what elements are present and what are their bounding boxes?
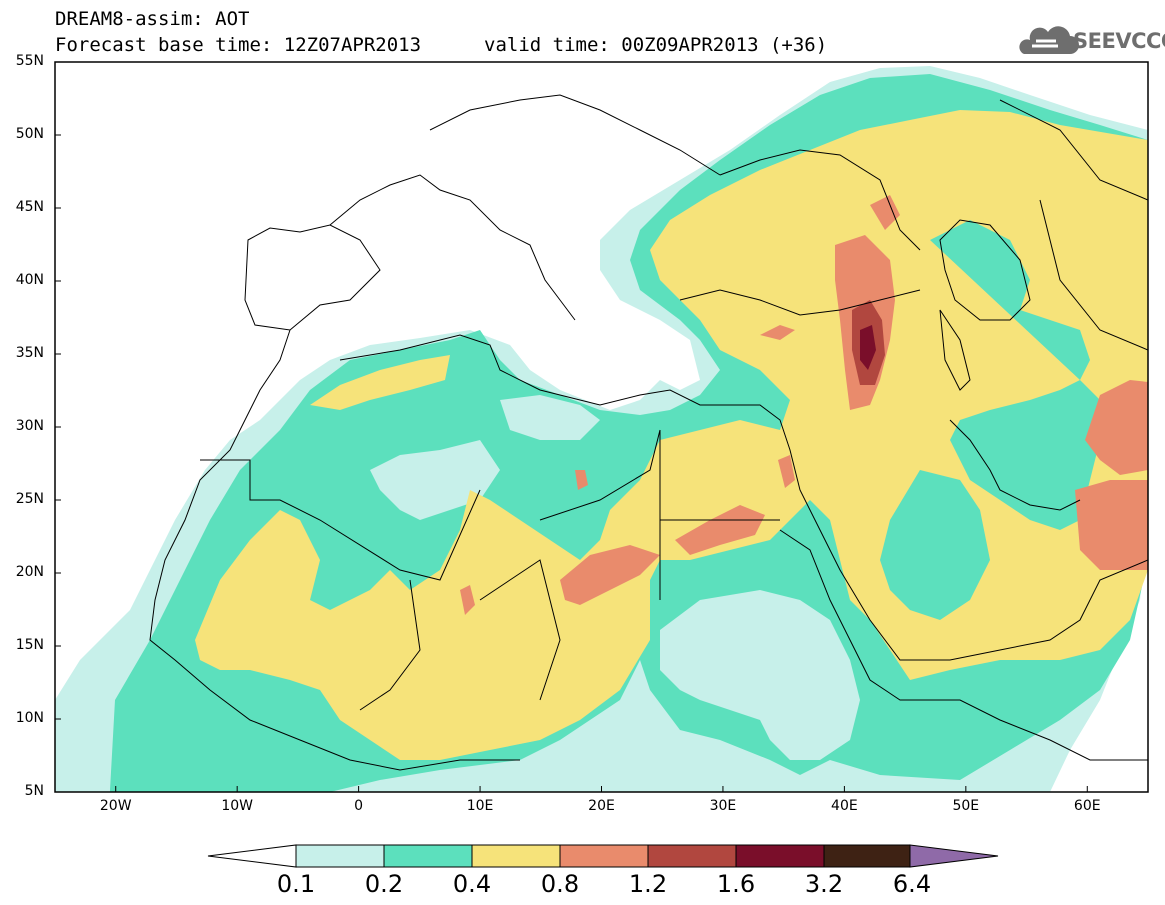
lon-label: 40E xyxy=(831,798,858,814)
colorbar-label: 0.1 xyxy=(276,870,316,898)
lon-label: 20E xyxy=(588,798,615,814)
contour-1.6 xyxy=(860,325,876,370)
colorbar xyxy=(207,844,999,868)
lon-label: 30E xyxy=(709,798,737,814)
map-title: DREAM8-assim: AOT xyxy=(55,8,250,30)
lat-label: 5N xyxy=(24,783,44,799)
lat-label: 50N xyxy=(15,126,44,142)
colorbar-label: 6.4 xyxy=(892,870,932,898)
lon-label: 10W xyxy=(221,798,253,814)
lon-label: 50E xyxy=(952,798,980,814)
lat-label: 15N xyxy=(15,637,44,653)
lat-label: 55N xyxy=(15,53,44,69)
colorbar-label: 0.2 xyxy=(364,870,404,898)
aot-contours xyxy=(55,62,1148,792)
lon-label: 60E xyxy=(1073,798,1101,814)
colorbar-label: 1.6 xyxy=(716,870,756,898)
lon-label: 10E xyxy=(466,798,494,814)
lat-label: 25N xyxy=(15,491,44,507)
colorbar-label: 3.2 xyxy=(804,870,844,898)
lat-label: 40N xyxy=(15,272,44,288)
forecast-base-time: Forecast base time: 12Z07APR2013 xyxy=(55,34,422,56)
cloud-icon xyxy=(1019,26,1079,54)
lat-label: 10N xyxy=(15,710,44,726)
coastlines xyxy=(149,94,1148,771)
axis-ticks xyxy=(55,61,1088,793)
lat-label: 30N xyxy=(15,418,44,434)
lat-label: 45N xyxy=(15,199,44,215)
lon-label: 0 xyxy=(354,798,364,814)
valid-time: valid time: 00Z09APR2013 (+36) xyxy=(484,34,828,56)
colorbar-label: 0.4 xyxy=(452,870,492,898)
contour-0.8 xyxy=(560,545,660,605)
lat-label: 35N xyxy=(15,345,44,361)
logo-text: SEEVCCC xyxy=(1073,29,1165,53)
colorbar-label: 0.8 xyxy=(540,870,580,898)
colorbar-label: 1.2 xyxy=(628,870,668,898)
lon-label: 20W xyxy=(99,798,132,814)
lat-label: 20N xyxy=(15,564,44,580)
